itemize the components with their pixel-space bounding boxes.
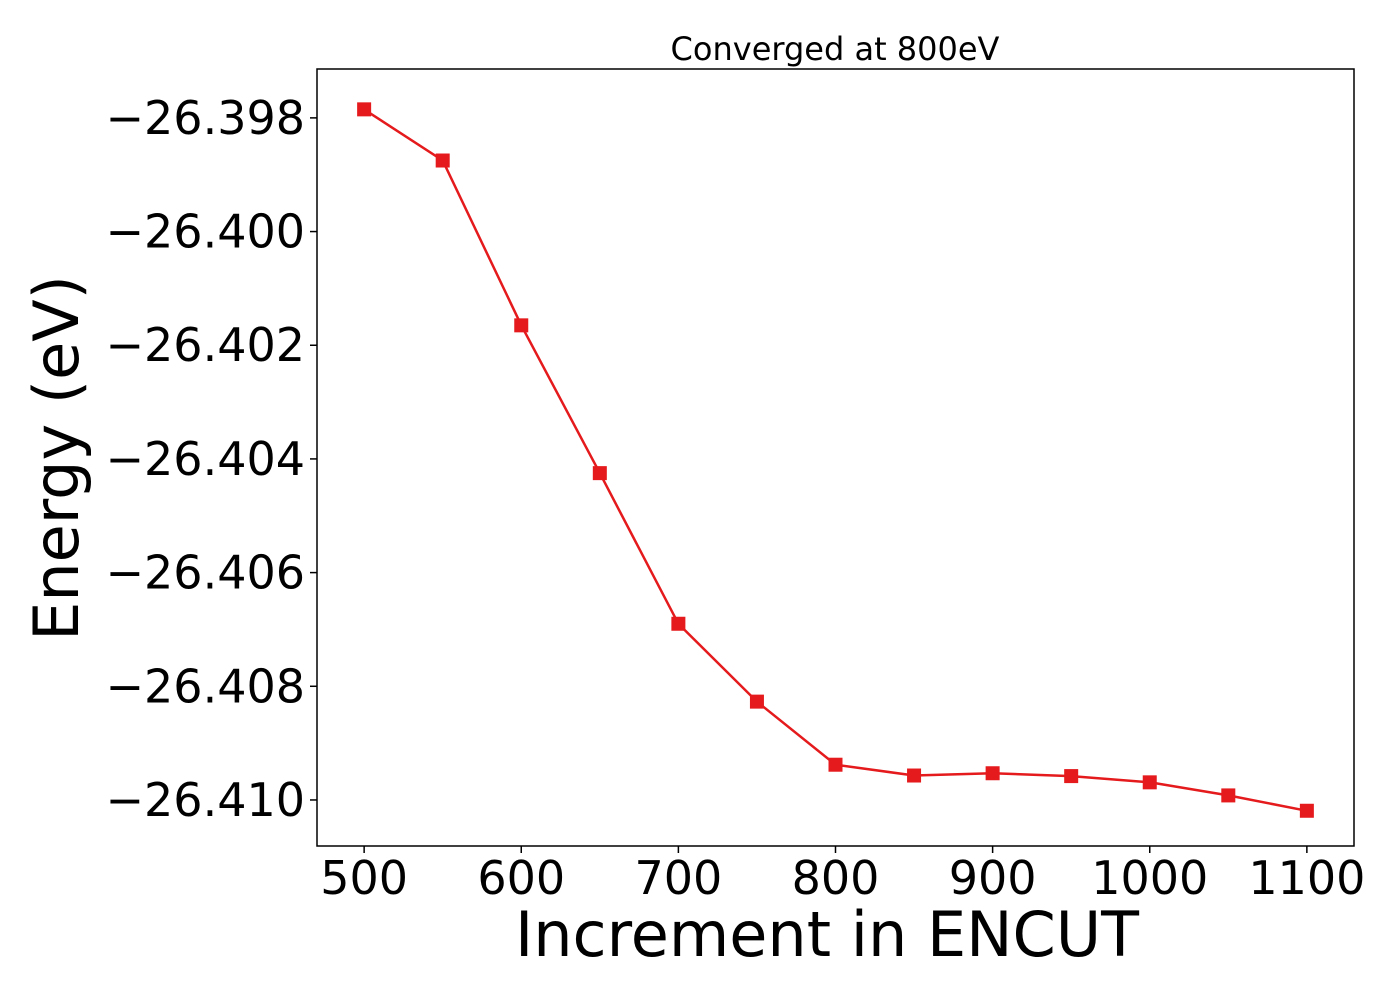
data-point-marker — [435, 153, 450, 168]
data-point-marker — [592, 466, 607, 481]
x-tick-label: 600 — [477, 851, 565, 905]
data-point-marker — [1064, 769, 1079, 784]
x-tick-label: 700 — [634, 851, 722, 905]
x-tick-label: 1100 — [1248, 851, 1365, 905]
y-tick-label: −26.402 — [106, 318, 306, 372]
x-tick-label: 900 — [949, 851, 1037, 905]
data-point-marker — [828, 757, 843, 772]
data-point-marker — [1142, 775, 1157, 790]
x-axis-ticks: 500 600 700 800 900 1000 1100 — [320, 846, 1365, 905]
y-tick-label: −26.400 — [106, 205, 306, 259]
series-markers — [357, 102, 1314, 818]
y-axis-ticks: −26.398 −26.400 −26.402 −26.404 −26.406 −26.4… — [106, 91, 317, 827]
data-point-marker — [357, 102, 372, 117]
y-tick-label: −26.404 — [106, 432, 306, 486]
y-tick-label: −26.406 — [106, 546, 306, 600]
x-tick-label: 500 — [320, 851, 408, 905]
y-tick-label: −26.398 — [106, 91, 306, 145]
data-point-marker — [907, 768, 922, 783]
series-line — [363, 108, 1308, 813]
x-tick-label: 1000 — [1091, 851, 1208, 905]
data-point-marker — [749, 694, 764, 709]
x-axis-label: Increment in ENCUT — [515, 898, 1140, 971]
y-tick-label: −26.410 — [106, 773, 306, 827]
data-point-marker — [1221, 788, 1236, 803]
y-axis-label: Energy (eV) — [20, 275, 93, 641]
x-tick-label: 800 — [792, 851, 880, 905]
data-point-marker — [1299, 803, 1314, 818]
chart-title: Converged at 800eV — [671, 30, 1000, 68]
y-tick-label: −26.408 — [106, 659, 306, 713]
data-point-marker — [985, 766, 1000, 781]
data-point-marker — [514, 318, 529, 333]
plot-area-frame — [316, 68, 1355, 847]
data-point-marker — [671, 616, 686, 631]
